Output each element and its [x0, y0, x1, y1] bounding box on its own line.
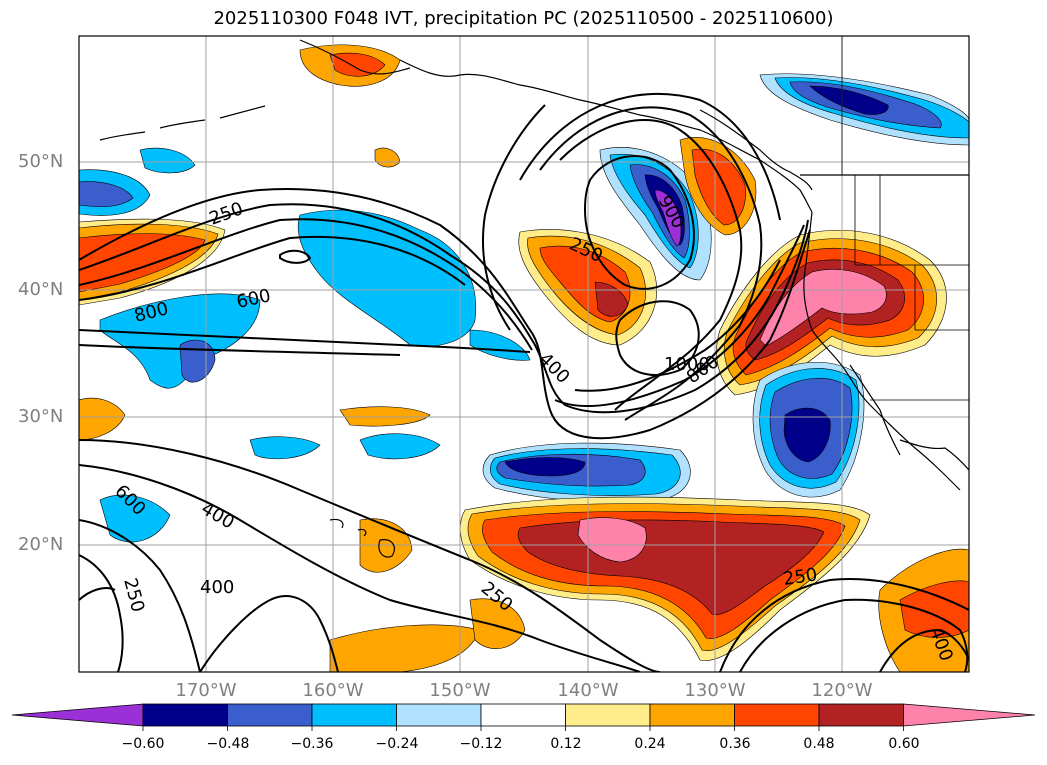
state-borders: [854, 175, 969, 331]
shade-gulf-navy: [809, 85, 889, 115]
colorbar-tick-label: −0.60: [121, 736, 165, 752]
contour-ring-sw: [79, 587, 116, 601]
shade-south-pink: [577, 517, 647, 563]
contour-subtrop-4: [79, 554, 124, 672]
lon-label: 130°W: [684, 680, 746, 701]
contour-trough-3: [482, 92, 781, 331]
colorbar-extend-right: [903, 703, 1036, 727]
shade-blob-9: [469, 598, 526, 649]
lon-label: 140°W: [557, 680, 619, 701]
shade-sub-navy: [504, 457, 586, 477]
contour-subtrop-5: [199, 595, 339, 672]
colorbar-extend-left: [11, 703, 144, 727]
baja: [849, 364, 961, 491]
contour-low-1: [79, 329, 531, 353]
shade-blob-7: [359, 518, 413, 573]
contour-southeast-2: [739, 598, 969, 672]
shade-alaska-red: [329, 52, 386, 77]
alaska-islands: [99, 105, 266, 141]
colorbar-segment: [480, 703, 566, 727]
shade-trough-purple: [654, 189, 682, 247]
shade-west-darkblue: [79, 181, 134, 208]
colorbar-segment: [227, 703, 313, 727]
colorbar: [11, 703, 1036, 731]
shade-blob-2: [79, 397, 126, 441]
colorbar-segment: [565, 703, 651, 727]
map-title: 2025110300 F048 IVT, precipitation PC (2…: [213, 8, 834, 29]
map-plot-area: 250 600 800 900 250 400 1000 800 600 400…: [79, 36, 969, 672]
contour-subtrop-2: [79, 464, 641, 672]
contour-low-2: [79, 344, 401, 356]
lon-label: 160°W: [302, 680, 364, 701]
lon-label: 150°W: [429, 680, 491, 701]
colorbar-tick-label: 0.36: [719, 736, 751, 752]
colorbar-segment: [311, 703, 397, 727]
lon-label: 170°W: [175, 680, 237, 701]
contour-subtrop-1: [79, 439, 661, 672]
colorbar-tick-label: −0.48: [206, 736, 250, 752]
hawaii: [329, 518, 395, 558]
coastlines: [99, 36, 969, 558]
contour-400-main: [79, 203, 809, 414]
shade-blob-1: [139, 147, 196, 174]
shade-mex-navy: [783, 407, 831, 463]
colorbar-segment: [396, 703, 482, 727]
mexico-coast: [899, 439, 969, 471]
contour-subtrop-3: [79, 519, 201, 672]
shade-blob-6: [99, 494, 171, 543]
shade-blob-4: [249, 436, 321, 460]
colorbar-tick-label: 0.60: [888, 736, 920, 752]
contour-800-main: [79, 235, 781, 392]
contour-label: 250: [782, 564, 819, 590]
contour-250-main: [79, 188, 811, 440]
lat-label: 20°N: [18, 534, 64, 555]
colorbar-segment: [734, 703, 820, 727]
graticule: [79, 36, 969, 672]
contour-inner-ring2: [615, 300, 700, 376]
colorbar-segment: [649, 703, 735, 727]
colorbar-tick-label: 0.12: [550, 736, 582, 752]
contour-southeast-3: [879, 628, 969, 672]
contour-inner-ring: [583, 155, 695, 290]
contour-trough-2: [539, 106, 763, 421]
colorbar-tick-label: −0.12: [459, 736, 503, 752]
bc-coast: [699, 109, 813, 191]
shade-mid-blue4: [469, 329, 531, 361]
map-frame: [78, 35, 970, 673]
contour-small-1: [279, 249, 312, 264]
lat-label: 30°N: [18, 406, 64, 427]
colorbar-segment: [142, 703, 228, 727]
lat-label: 50°N: [18, 151, 64, 172]
colorbar-tick-label: 0.24: [634, 736, 666, 752]
contour-southeast-1: [719, 578, 969, 672]
alaska-coast: [299, 39, 813, 213]
colorbar-tick-label: −0.24: [375, 736, 419, 752]
lat-label: 40°N: [18, 279, 64, 300]
shade-blob-3: [339, 406, 431, 427]
colorbar-tick-label: 0.48: [803, 736, 835, 752]
contour-label: 1000: [664, 354, 710, 375]
colorbar-tick-label: −0.36: [290, 736, 334, 752]
us-west-coast: [803, 211, 871, 406]
contour-label: 400: [200, 577, 234, 598]
shade-blob-5: [359, 433, 441, 460]
contour-600-main: [79, 218, 805, 408]
shade-cent-darkred: [594, 281, 629, 317]
ivt-contours: [79, 92, 969, 672]
lon-label: 120°W: [811, 680, 873, 701]
colorbar-segment: [818, 703, 904, 727]
